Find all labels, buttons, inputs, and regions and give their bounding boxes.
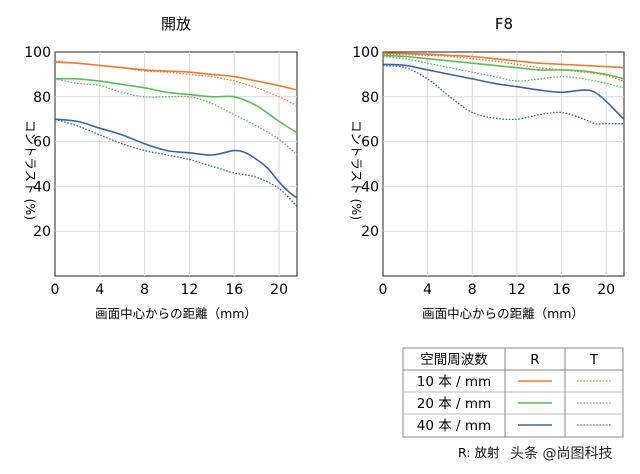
x-tick-label: 8 [468, 282, 477, 298]
y-tick-label: 100 [352, 45, 379, 61]
chart-title: 開放 [161, 15, 191, 33]
legend-row-label: 10 本 / mm [417, 374, 491, 390]
series-line-10-mm-t [382, 53, 625, 82]
series-line-10-mm-r [54, 61, 298, 91]
watermark: 头条 @尚图科技 [510, 445, 612, 462]
plot-area [54, 51, 298, 277]
x-tick-label: 4 [95, 282, 104, 298]
legend-col-r: R [530, 352, 539, 368]
series-line-20-mm-t [382, 55, 625, 89]
y-axis-label: コントラスト (%) [23, 120, 38, 220]
legend-col-t: T [589, 352, 599, 368]
series-line-40-mm-r [382, 63, 625, 120]
series-line-40-mm-r [54, 118, 298, 199]
mtf-chart-f8: F8 20 40 60 80 100 0 4 8 12 16 20 コントラスト (%) 画面中心… [349, 15, 625, 321]
series-line-10-mm-r [382, 52, 625, 69]
series-lines [382, 52, 625, 125]
grid-lines [383, 52, 624, 276]
legend-table: 空間周波数 R T 10 本 / mm 20 本 / mm 40 本 / mm … [402, 347, 624, 460]
x-tick-label: 4 [423, 282, 432, 298]
y-tick-label: 60 [361, 135, 379, 151]
y-tick-label: 20 [33, 224, 51, 240]
legend-caption: R: 放射 [458, 445, 500, 460]
legend-row-label: 40 本 / mm [417, 418, 491, 434]
series-line-10-mm-t [54, 60, 298, 107]
series-lines [54, 60, 298, 208]
y-tick-labels: 20 40 60 80 100 [24, 45, 51, 240]
y-tick-label: 20 [361, 224, 379, 240]
y-tick-label: 40 [33, 179, 51, 195]
chart-title: F8 [495, 15, 513, 33]
x-tick-label: 20 [597, 282, 615, 298]
x-tick-label: 16 [553, 282, 571, 298]
x-tick-label: 16 [225, 282, 243, 298]
x-axis-label: 画面中心からの距離（mm） [95, 306, 257, 321]
y-tick-label: 40 [361, 179, 379, 195]
x-tick-labels: 0 4 8 12 16 20 [379, 282, 616, 298]
series-line-20-mm-r [382, 54, 625, 80]
series-line-40-mm-t [382, 64, 624, 125]
x-tick-labels: 0 4 8 12 16 20 [51, 282, 288, 298]
y-axis-label: コントラスト (%) [349, 120, 364, 220]
x-tick-label: 0 [379, 282, 388, 298]
x-tick-label: 8 [140, 282, 149, 298]
y-tick-label: 80 [361, 90, 379, 106]
series-line-20-mm-t [54, 78, 298, 156]
legend-header: 空間周波数 [420, 352, 488, 368]
x-axis-label: 画面中心からの距離（mm） [422, 306, 584, 321]
y-tick-label: 80 [33, 90, 51, 106]
y-tick-label: 100 [24, 45, 51, 61]
mtf-chart-open: 開放 20 40 60 80 100 0 4 8 12 16 20 コントラスト (%) 画面中心… [23, 15, 298, 321]
y-tick-label: 60 [33, 135, 51, 151]
y-tick-labels: 20 40 60 80 100 [352, 45, 379, 240]
x-tick-label: 0 [51, 282, 60, 298]
x-tick-label: 20 [270, 282, 288, 298]
series-line-40-mm-t [54, 118, 298, 208]
legend-row-label: 20 本 / mm [417, 396, 491, 412]
x-tick-label: 12 [508, 282, 526, 298]
grid-lines [55, 52, 297, 276]
x-tick-label: 12 [181, 282, 199, 298]
plot-area [382, 51, 625, 277]
series-line-20-mm-r [54, 77, 298, 134]
